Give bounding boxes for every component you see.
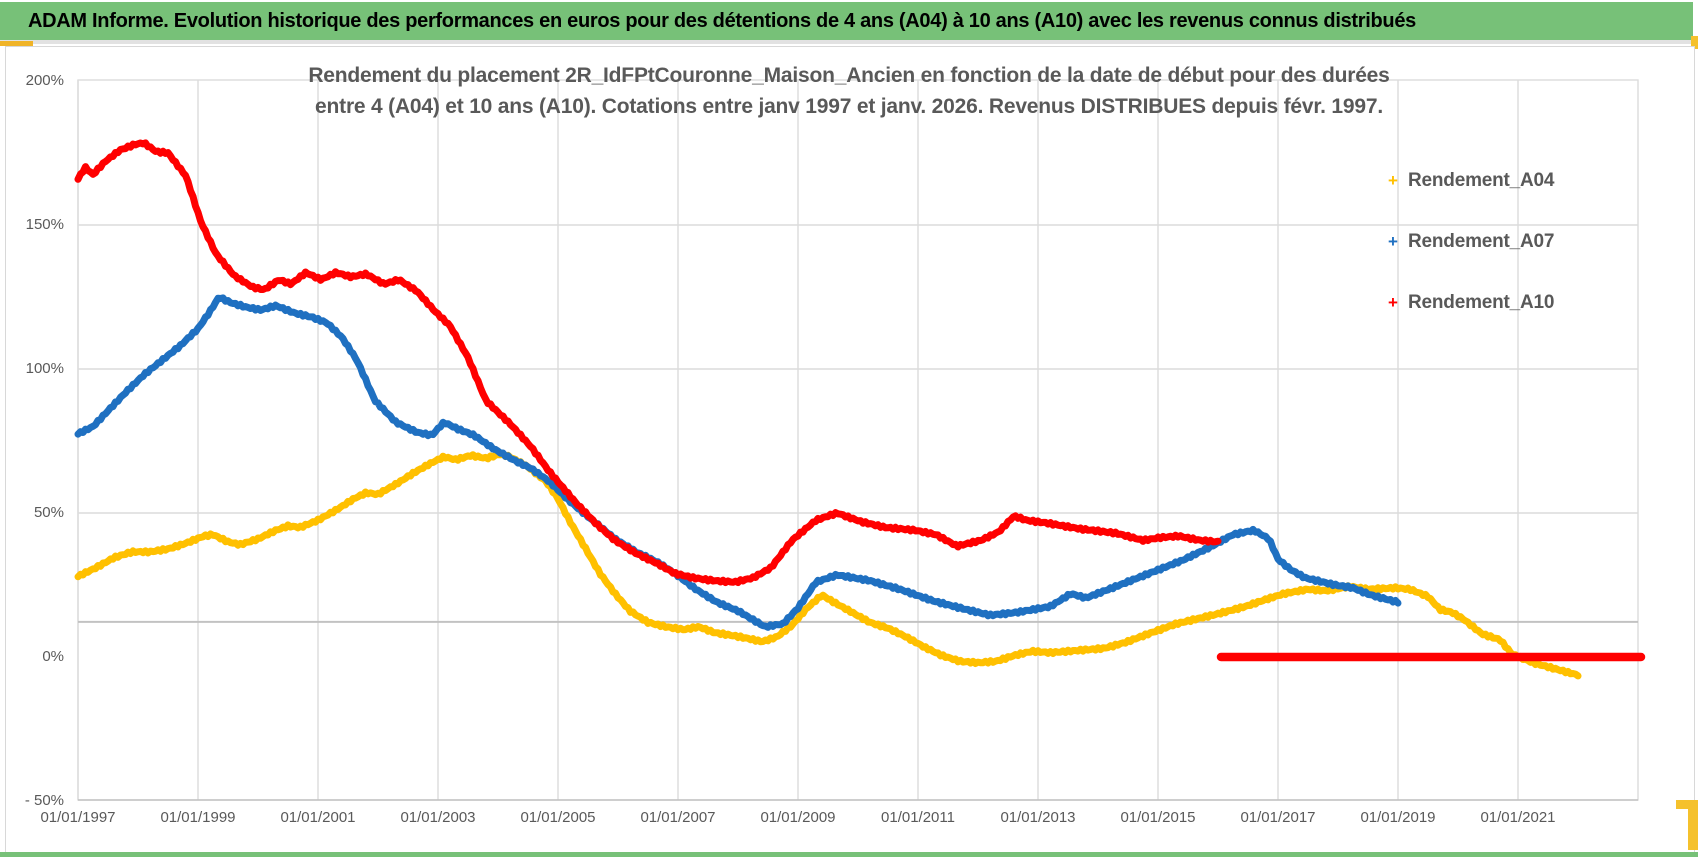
header-banner: ADAM Informe. Evolution historique des p…: [0, 2, 1693, 40]
chart-title-line1: Rendement du placement 2R_IdFPtCouronne_…: [308, 64, 1390, 87]
legend-label: Rendement_A10: [1408, 291, 1555, 313]
gold-accent-left: [0, 41, 33, 46]
legend-marker-icon: +: [1388, 231, 1398, 251]
legend-item-rendement_a07: + Rendement_A07: [1388, 211, 1554, 272]
y-axis-tick-label: 50%: [33, 504, 64, 521]
series-rendement_a07-line: [74, 294, 1402, 631]
x-axis-tick-label: 01/01/2017: [1240, 809, 1316, 826]
y-axis-tick-label: - 50%: [24, 792, 64, 809]
series-rendement_a10-line: [74, 139, 1222, 586]
x-axis-tick-label: 01/01/2011: [881, 809, 955, 826]
x-axis-tick-label: 01/01/2005: [520, 809, 596, 826]
header-title: ADAM Informe. Evolution historique des p…: [28, 9, 1416, 32]
series-rendement_a04-line: [74, 450, 1582, 680]
x-axis-tick-label: 01/01/2021: [1480, 809, 1556, 826]
legend-label: Rendement_A07: [1408, 230, 1555, 252]
legend-label: Rendement_A04: [1408, 169, 1555, 191]
gold-accent-top-right: [1691, 36, 1698, 49]
legend-marker-icon: +: [1388, 292, 1398, 312]
x-axis-tick-label: 01/01/2019: [1360, 809, 1436, 826]
x-axis-tick-label: 01/01/2015: [1120, 809, 1196, 826]
y-axis-tick-label: 200%: [25, 72, 64, 89]
y-axis-tick-label: 150%: [25, 216, 64, 233]
bottom-green-strip: [0, 852, 1698, 857]
chart-legend: + Rendement_A04 + Rendement_A07 + Rendement_A…: [1388, 150, 1554, 333]
legend-marker-icon: +: [1388, 170, 1398, 190]
x-axis-tick-label: 01/01/1999: [160, 809, 236, 826]
x-axis-tick-label: 01/01/2003: [400, 809, 476, 826]
chart-panel: [5, 46, 1695, 854]
y-axis-tick-label: 0%: [42, 648, 64, 665]
gold-corner-accent-h: [1676, 800, 1698, 809]
legend-item-rendement_a10: + Rendement_A10: [1388, 272, 1554, 333]
x-axis-tick-label: 01/01/2013: [1000, 809, 1076, 826]
chart-title: Rendement du placement 2R_IdFPtCouronne_…: [0, 60, 1698, 122]
chart-title-line2: entre 4 (A04) et 10 ans (A10). Cotations…: [315, 95, 1383, 118]
x-axis-tick-label: 01/01/2009: [760, 809, 836, 826]
x-axis-tick-label: 01/01/2007: [640, 809, 716, 826]
x-axis-tick-label: 01/01/2001: [280, 809, 356, 826]
header-underline: [0, 40, 1698, 44]
gold-corner-accent-v: [1688, 800, 1698, 850]
x-axis-tick-label: 01/01/1997: [40, 809, 116, 826]
y-axis-tick-label: 100%: [25, 360, 64, 377]
legend-item-rendement_a04: + Rendement_A04: [1388, 150, 1554, 211]
